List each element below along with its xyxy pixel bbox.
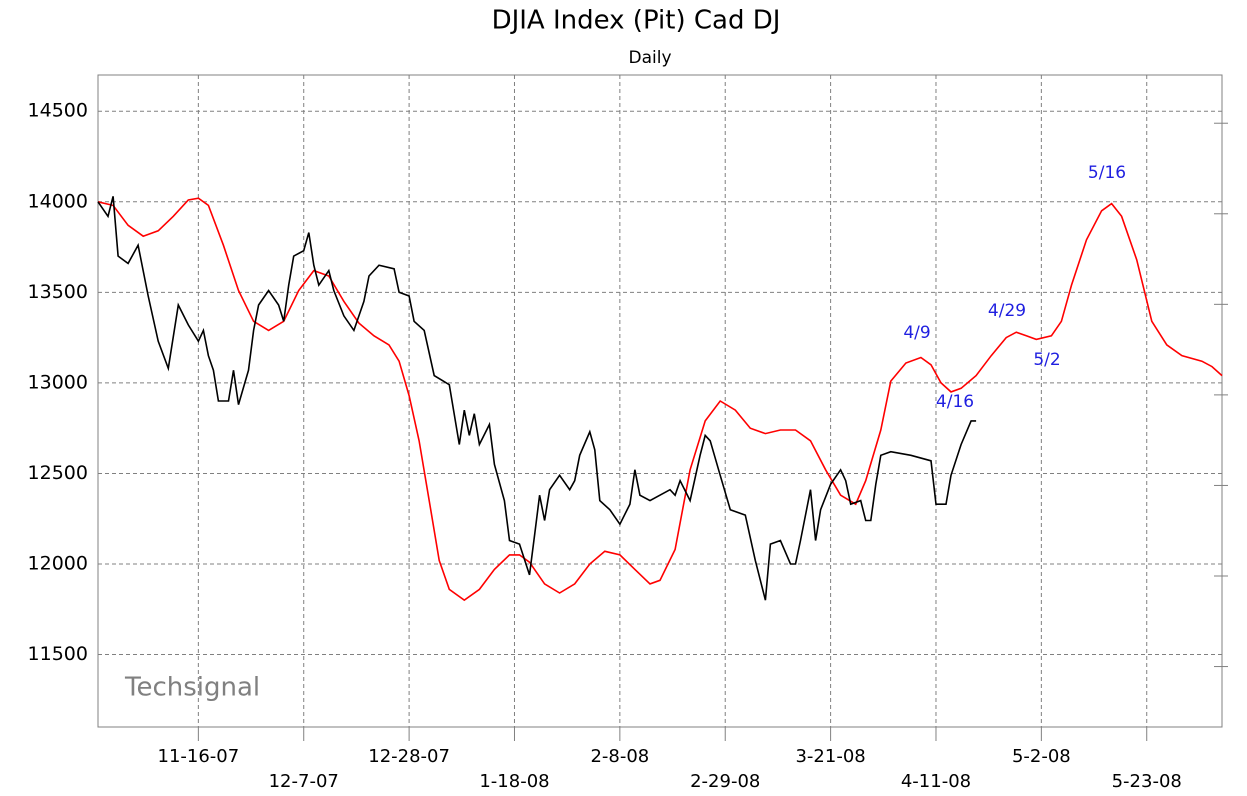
x-tick-label: 12-7-07	[269, 771, 339, 792]
x-tick-label: 1-18-08	[479, 771, 549, 792]
annotation: 5/2	[1033, 350, 1060, 370]
x-tick-label: 2-8-08	[590, 746, 649, 767]
chart-title: DJIA Index (Pit) Cad DJ	[492, 6, 781, 36]
y-tick-label: 14000	[28, 190, 88, 212]
x-tick-label: 2-29-08	[690, 771, 760, 792]
plot-area	[97, 74, 1223, 728]
y-tick-label: 14500	[28, 100, 88, 122]
y-tick-label: 13000	[28, 371, 88, 393]
x-tick-label: 3-21-08	[795, 746, 865, 767]
y-tick-label: 13500	[28, 281, 88, 303]
x-tick-label: 11-16-07	[158, 746, 240, 767]
x-tick-label: 5-23-08	[1112, 771, 1182, 792]
annotation: 5/16	[1088, 163, 1126, 183]
annotation: 4/29	[988, 301, 1026, 321]
annotation: 4/9	[903, 323, 930, 343]
series-line	[97, 196, 977, 601]
y-tick-label: 12500	[28, 462, 88, 484]
series-line	[97, 197, 1223, 602]
x-tick-label: 4-11-08	[901, 771, 971, 792]
y-tick-label: 11500	[28, 643, 88, 665]
watermark: Techsignal	[124, 673, 260, 703]
chart-subtitle: Daily	[628, 48, 671, 68]
y-tick-label: 12000	[28, 553, 88, 575]
annotation: 4/16	[936, 392, 974, 412]
x-tick-label: 12-28-07	[368, 746, 450, 767]
x-tick-label: 5-2-08	[1012, 746, 1071, 767]
